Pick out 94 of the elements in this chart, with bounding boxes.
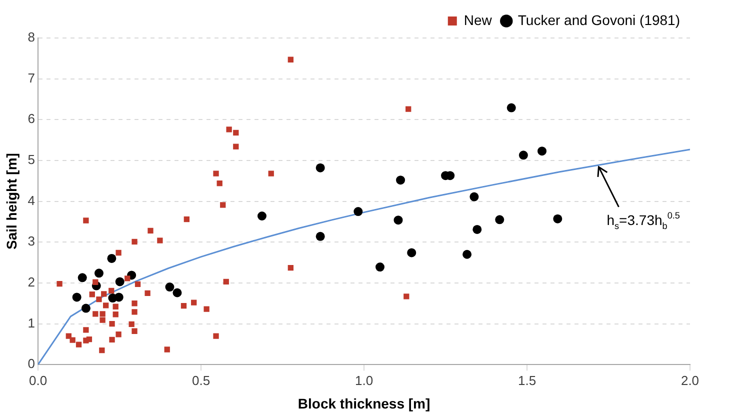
point (191, 300, 197, 306)
point (112, 312, 118, 318)
point (99, 347, 105, 354)
point (144, 290, 150, 296)
point (81, 304, 90, 313)
point (148, 228, 154, 234)
point (76, 342, 82, 348)
point (518, 150, 528, 160)
y-tick-label: 3 (28, 234, 36, 249)
legend-label: New (464, 12, 493, 28)
point (115, 277, 124, 286)
point (86, 336, 92, 342)
point (165, 282, 174, 292)
point (204, 306, 210, 312)
y-tick-label: 1 (28, 315, 36, 330)
point (134, 281, 141, 288)
point (107, 254, 116, 263)
y-tick-label: 6 (28, 111, 36, 126)
point (538, 146, 547, 156)
point (553, 214, 562, 224)
point (213, 170, 219, 176)
x-tick-label: 1.5 (518, 372, 536, 388)
point (268, 170, 274, 176)
point (96, 296, 102, 302)
point (404, 294, 410, 300)
point (288, 265, 294, 271)
point (233, 130, 239, 136)
y-tick-label: 7 (28, 70, 36, 86)
point (233, 144, 239, 150)
point (220, 202, 226, 208)
x-tick-label: 2.0 (680, 372, 700, 388)
point (132, 238, 138, 245)
point (288, 56, 294, 62)
point (83, 218, 89, 224)
point (213, 333, 219, 339)
point (100, 317, 106, 323)
point (124, 276, 130, 282)
point (94, 268, 104, 278)
point (354, 207, 363, 216)
point (100, 311, 106, 317)
y-tick-label: 2 (28, 274, 36, 290)
legend-label: Tucker and Govoni (1981) (518, 12, 680, 28)
point (164, 346, 170, 352)
point (257, 211, 266, 220)
point (132, 309, 138, 315)
point (92, 311, 98, 317)
point (103, 302, 109, 308)
point (316, 232, 325, 241)
point (394, 216, 403, 225)
point (375, 262, 384, 272)
point (70, 337, 76, 343)
point (495, 215, 504, 224)
y-tick-label: 5 (28, 152, 36, 168)
point (184, 216, 190, 222)
point (109, 320, 115, 327)
point (72, 292, 82, 302)
point (172, 288, 182, 298)
point (472, 224, 482, 234)
point (112, 304, 118, 310)
point (180, 302, 187, 309)
point (116, 332, 122, 338)
point (506, 103, 516, 112)
point (56, 280, 62, 287)
point (101, 291, 107, 297)
point (92, 279, 98, 285)
y-tick-label: 4 (28, 192, 36, 208)
point (407, 248, 416, 258)
point (66, 333, 72, 339)
point (132, 328, 138, 334)
x-tick-label: 1.0 (354, 372, 374, 388)
x-tick-label: 0.5 (192, 372, 210, 388)
point (108, 288, 114, 294)
x-tick-label: 0.0 (28, 372, 48, 388)
point (157, 238, 163, 244)
point (216, 180, 222, 186)
point (226, 126, 232, 132)
point (316, 163, 325, 172)
point (109, 336, 115, 343)
point (132, 300, 138, 306)
point (396, 176, 406, 185)
y-axis-title: Sail height [m] (3, 153, 20, 250)
point (83, 327, 89, 333)
y-tick-label: 8 (28, 30, 36, 45)
point (128, 321, 134, 328)
point (114, 292, 124, 302)
point (406, 106, 412, 112)
point (462, 250, 472, 259)
point (78, 273, 87, 282)
point (116, 250, 122, 256)
point (223, 278, 229, 285)
point (470, 192, 479, 202)
y-tick-label: 0 (28, 356, 36, 372)
point (89, 292, 95, 298)
x-axis-title: Block thickness [m] (298, 395, 430, 412)
